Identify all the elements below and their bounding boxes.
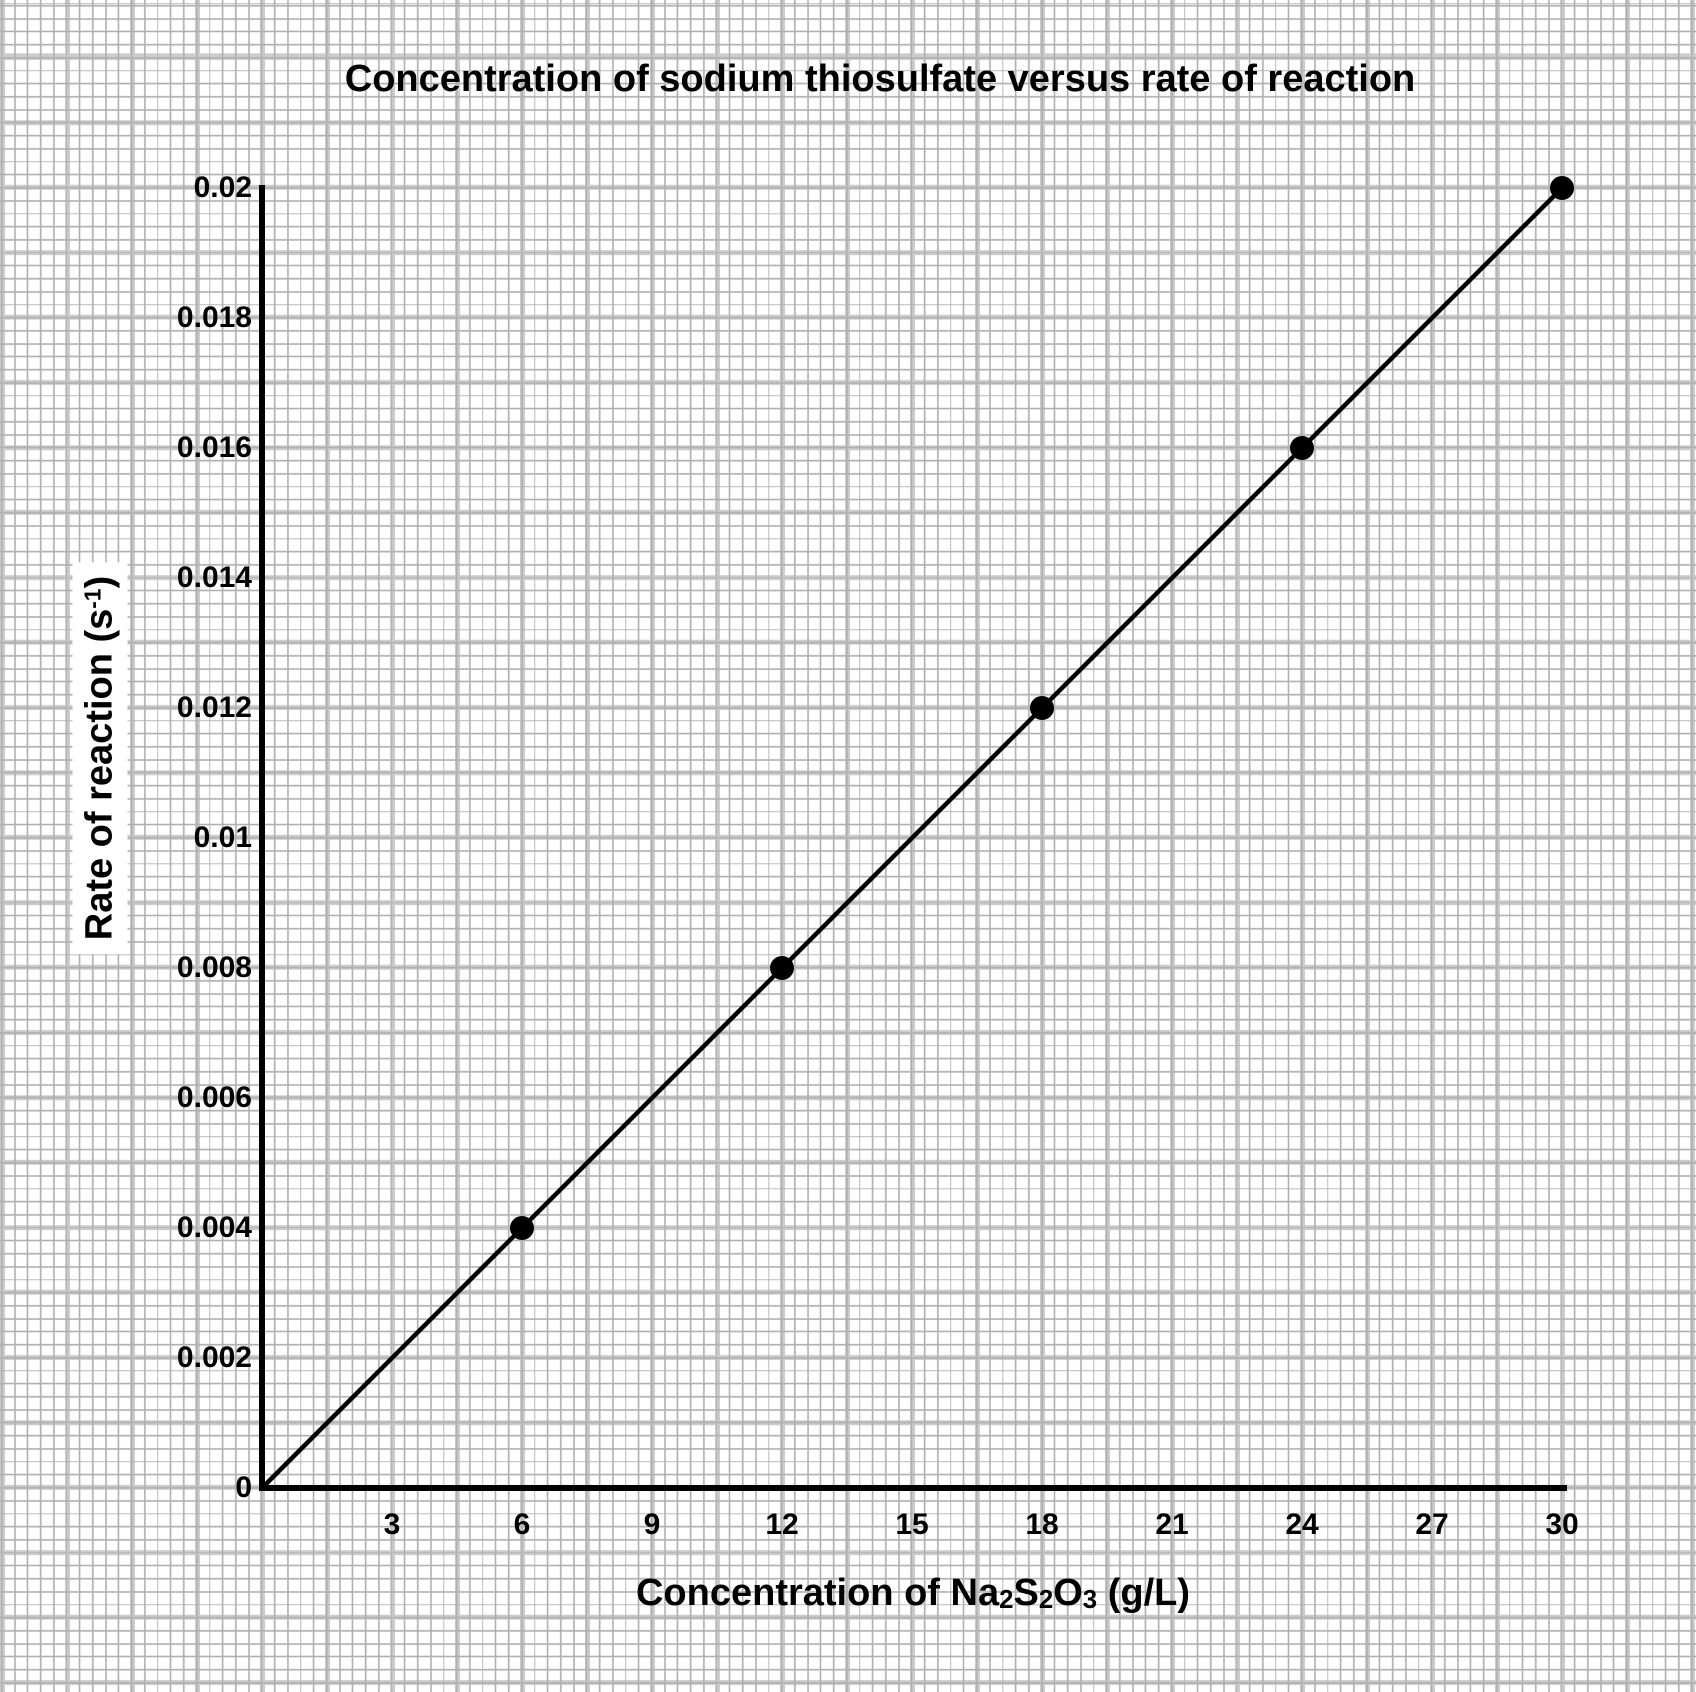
x-axis-title: Concentration of Na2S2O3 (g/L)	[262, 1572, 1564, 1615]
y-axis-line	[259, 185, 265, 1491]
x-axis-title-subscript: 2	[999, 1586, 1014, 1615]
x-tick-label: 21	[1155, 1508, 1189, 1541]
x-tick-label: 24	[1285, 1508, 1319, 1541]
x-axis-title-subscript: 2	[1038, 1586, 1054, 1615]
y-tick-label: 0.006	[176, 1081, 252, 1114]
y-tick-label: 0.004	[176, 1211, 252, 1244]
x-axis-title-text: (g/L)	[1097, 1572, 1191, 1614]
data-point	[1290, 436, 1314, 460]
y-tick-label: 0.014	[176, 561, 252, 594]
y-tick-label: 0.016	[176, 431, 252, 464]
y-tick-label: 0.02	[193, 171, 252, 204]
x-axis-title-text: O	[1053, 1572, 1083, 1614]
data-point	[770, 956, 794, 980]
y-tick-label: 0.018	[176, 301, 252, 334]
y-tick-label: 0.012	[176, 691, 252, 724]
x-tick-label: 9	[643, 1508, 661, 1541]
y-tick-label: 0.008	[176, 951, 252, 984]
trend-line	[260, 186, 1564, 1490]
chart-title: Concentration of sodium thiosulfate vers…	[344, 58, 1416, 100]
x-tick-label: 27	[1415, 1508, 1449, 1541]
y-axis-title-superscript: -1	[79, 588, 106, 609]
x-tick-label: 15	[895, 1508, 929, 1541]
x-tick-label: 6	[513, 1508, 531, 1541]
x-axis-title-text: S	[1013, 1572, 1039, 1614]
x-axis-line	[259, 1485, 1567, 1491]
x-tick-label: 12	[765, 1508, 799, 1541]
y-axis-title-text: Rate of reaction (s	[78, 608, 121, 941]
x-tick-label: 30	[1545, 1508, 1579, 1541]
x-axis-title-text: Concentration of Na	[635, 1572, 1000, 1614]
data-point	[510, 1216, 534, 1240]
x-tick-label: 18	[1025, 1508, 1059, 1541]
y-axis-title: Rate of reaction (s-1)	[72, 561, 128, 955]
y-tick-label: 0.002	[176, 1341, 252, 1374]
y-tick-label: 0	[235, 1471, 252, 1504]
data-point	[1030, 696, 1054, 720]
y-tick-label: 0.01	[193, 821, 252, 854]
x-tick-label: 3	[383, 1508, 401, 1541]
y-axis-title-text: )	[78, 575, 121, 589]
data-point	[1550, 176, 1574, 200]
x-axis-title-subscript: 3	[1082, 1586, 1098, 1615]
